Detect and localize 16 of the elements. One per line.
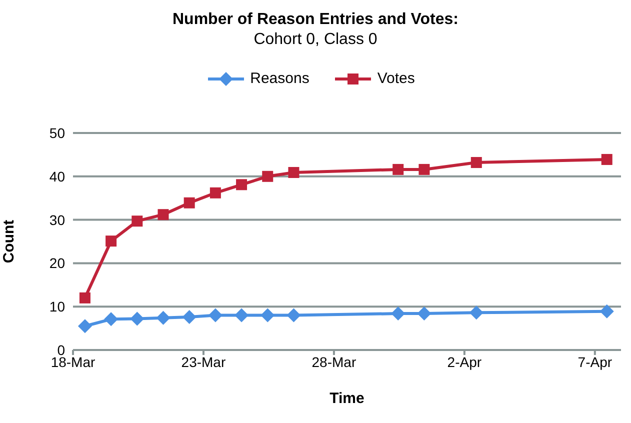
y-tick-label: 30 [49,212,66,228]
y-tick-label: 40 [49,168,66,184]
x-tick-label: 23-Mar [181,354,226,370]
legend-label: Reasons [250,70,310,87]
chart-subtitle: Cohort 0, Class 0 [252,30,378,50]
x-axis-title: Time [330,390,364,407]
x-tick-label: 28-Mar [312,354,356,370]
y-tick-label: 20 [49,255,66,272]
x-tick-label: 7-Apr [578,354,612,370]
y-tick-label: 0 [57,342,66,358]
chart-title: Number of Reason Entries and Votes: [172,10,460,30]
y-axis-title: Count [0,220,18,264]
x-tick-label: 2-Apr [447,354,482,370]
legend-label: Votes [377,70,415,87]
y-tick-label: 50 [49,124,66,141]
y-tick-label: 10 [49,298,66,315]
